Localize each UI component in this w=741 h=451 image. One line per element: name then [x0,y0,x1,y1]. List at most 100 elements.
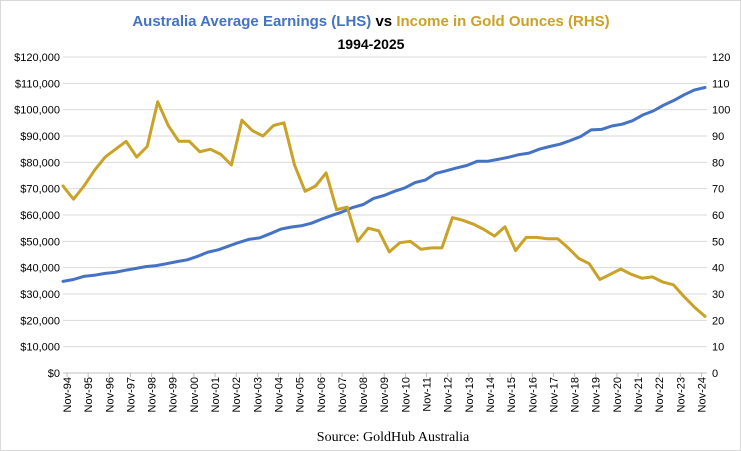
data-point-australia-average-earnings [310,222,313,224]
data-point-australia-average-earnings [300,225,302,227]
data-point-income-in-gold-ounces [136,156,138,158]
y-left-tick-label: $30,000 [20,289,60,301]
data-point-australia-average-earnings [621,123,623,125]
data-point-income-in-gold-ounces [167,124,169,127]
data-point-income-in-gold-ounces [672,284,675,286]
y-right-tick-label: 110 [712,78,730,90]
data-point-income-in-gold-ounces [420,248,422,250]
data-point-australia-average-earnings [538,148,540,150]
y-right-tick-label: 20 [712,315,724,327]
data-point-income-in-gold-ounces [230,164,232,166]
data-point-australia-average-earnings [497,158,499,161]
data-point-australia-average-earnings [673,99,675,102]
data-point-income-in-gold-ounces [441,247,443,249]
data-point-income-in-gold-ounces [146,145,148,148]
data-point-income-in-gold-ounces [483,228,485,231]
series-line-income-in-gold-ounces [61,100,707,318]
data-point-australia-average-earnings [590,129,592,131]
y-left-tick-label: $50,000 [20,236,60,248]
y-left-tick-label: $110,000 [15,78,60,90]
data-point-income-in-gold-ounces [367,227,369,229]
data-point-income-in-gold-ounces [704,315,706,317]
y-right-tick-label: 0 [712,368,718,380]
data-point-income-in-gold-ounces [472,223,475,225]
data-point-australia-average-earnings [217,249,219,251]
data-point-australia-average-earnings [72,278,74,281]
data-point-income-in-gold-ounces [388,251,390,253]
data-point-australia-average-earnings [145,266,147,268]
data-point-australia-average-earnings [290,226,292,228]
data-point-australia-average-earnings [507,156,509,158]
data-point-australia-average-earnings [424,179,427,181]
x-tick-label: Nov-99 [168,377,180,412]
data-point-australia-average-earnings [652,110,654,112]
data-point-income-in-gold-ounces [262,135,264,137]
data-point-income-in-gold-ounces [399,242,401,244]
data-point-income-in-gold-ounces [462,219,464,221]
data-point-australia-average-earnings [528,152,530,154]
data-point-income-in-gold-ounces [325,172,327,174]
data-point-income-in-gold-ounces [378,230,380,232]
data-point-income-in-gold-ounces [357,240,359,242]
y-right-tick-label: 50 [712,236,724,248]
data-point-australia-average-earnings [331,214,333,216]
data-point-australia-average-earnings [404,187,406,189]
x-tick-label: Nov-03 [252,377,264,412]
data-point-australia-average-earnings [476,160,478,162]
data-point-income-in-gold-ounces [293,164,296,166]
data-point-income-in-gold-ounces [567,247,569,249]
data-point-income-in-gold-ounces [588,263,590,265]
data-point-income-in-gold-ounces [336,209,338,211]
chart-title: Australia Average Earnings (LHS) vs Inco… [132,13,609,30]
data-point-australia-average-earnings [134,267,137,270]
chart-title-part1: Australia Average Earnings (LHS) [132,13,371,30]
data-point-income-in-gold-ounces [536,236,538,238]
data-point-income-in-gold-ounces [125,140,127,142]
data-point-australia-average-earnings [362,203,364,206]
y-left-tick-label: $80,000 [20,157,60,169]
y-left-tick-label: $120,000 [14,52,60,64]
data-point-income-in-gold-ounces [683,296,685,298]
series-layer [61,86,707,318]
y-right-tick-label: 70 [712,184,724,196]
data-point-australia-average-earnings [83,275,85,277]
y-right-tick-label: 80 [712,157,724,169]
data-point-income-in-gold-ounces [93,169,96,171]
x-tick-label: Nov-01 [210,377,222,412]
data-point-income-in-gold-ounces [178,140,180,142]
data-point-australia-average-earnings [124,269,126,271]
data-point-income-in-gold-ounces [346,206,348,208]
x-tick-label: Nov-05 [295,377,307,412]
data-point-income-in-gold-ounces [283,122,285,124]
data-point-income-in-gold-ounces [241,119,243,121]
data-point-australia-average-earnings [269,233,271,235]
data-point-australia-average-earnings [103,272,106,275]
x-tick-label: Nov-22 [654,377,666,412]
x-tick-label: Nov-98 [147,377,159,412]
data-point-australia-average-earnings [197,255,199,257]
y-right-tick-label: 90 [712,131,724,143]
x-tick-label: Nov-94 [62,377,74,412]
x-tick-label: Nov-14 [485,377,497,412]
x-tick-label: Nov-20 [612,377,624,412]
data-point-australia-average-earnings [383,194,385,197]
data-point-income-in-gold-ounces [272,124,275,127]
x-tick-label: Nov-04 [273,377,285,412]
data-point-australia-average-earnings [228,245,230,247]
data-point-income-in-gold-ounces [641,277,643,279]
data-point-australia-average-earnings [373,197,375,200]
x-tick-label: Nov-02 [231,377,243,412]
data-point-australia-average-earnings [694,89,696,91]
data-point-income-in-gold-ounces [157,101,159,103]
data-point-australia-average-earnings [486,160,489,162]
data-point-income-in-gold-ounces [83,185,85,187]
data-point-income-in-gold-ounces [493,235,496,237]
data-point-australia-average-earnings [631,120,634,122]
x-tick-label: Nov-24 [696,377,708,412]
data-point-australia-average-earnings [341,211,344,213]
data-point-income-in-gold-ounces [199,151,201,153]
x-tick-label: Nov-15 [506,377,518,412]
x-tick-label: Nov-96 [104,377,116,412]
data-point-australia-average-earnings [662,104,665,106]
data-point-australia-average-earnings [352,206,354,208]
